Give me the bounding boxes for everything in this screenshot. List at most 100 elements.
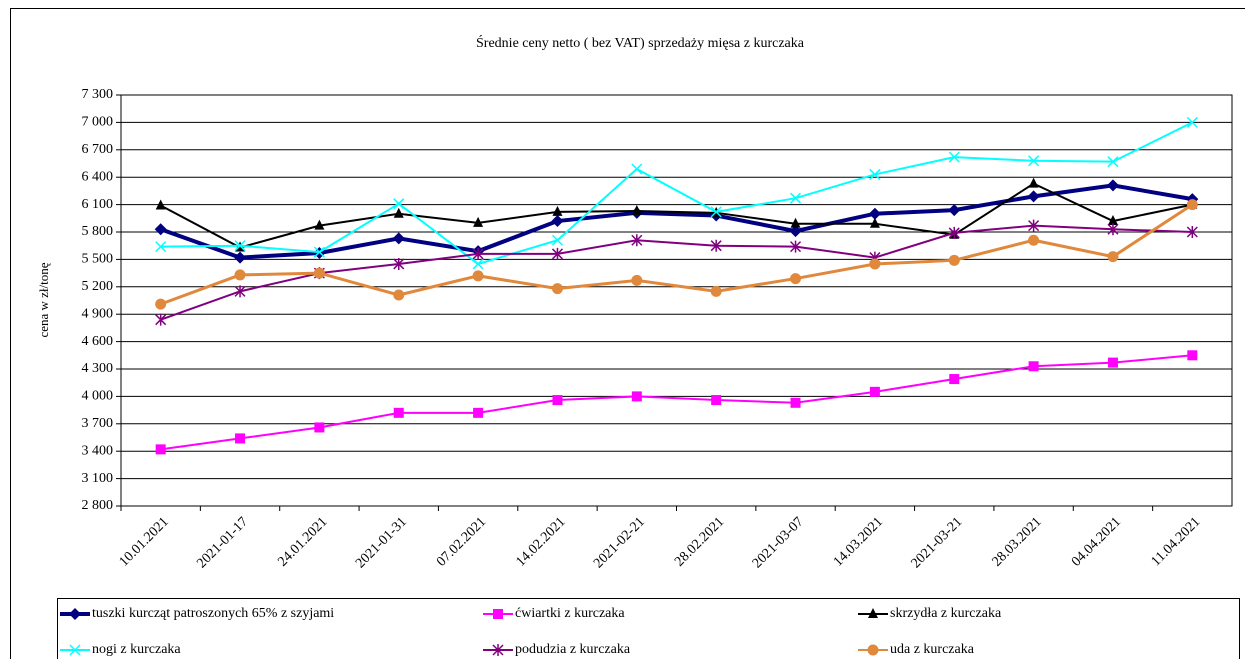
y-tick-label: 3 100 <box>82 471 114 486</box>
y-tick-label: 4 900 <box>82 306 114 321</box>
marker <box>869 386 880 397</box>
y-tick-label: 7 000 <box>82 115 114 130</box>
marker <box>867 644 879 656</box>
marker <box>234 240 246 252</box>
marker <box>1107 215 1118 226</box>
marker <box>154 223 167 236</box>
marker <box>313 267 325 279</box>
x-tick-label: 2021-03-07 <box>750 514 807 571</box>
marker <box>868 608 878 618</box>
marker <box>790 217 801 228</box>
marker <box>1107 223 1119 236</box>
legend-label: skrzydła z kurczaka <box>890 606 1002 621</box>
x-tick-label: 28.03.2021 <box>990 514 1045 569</box>
marker <box>155 298 167 310</box>
marker <box>1028 177 1039 188</box>
marker <box>492 644 504 656</box>
marker <box>711 395 722 406</box>
marker <box>949 374 960 385</box>
y-tick-label: 4 000 <box>82 389 114 404</box>
y-tick-label: 4 600 <box>82 334 114 349</box>
marker <box>710 285 722 297</box>
marker <box>1028 234 1040 246</box>
marker <box>869 168 881 180</box>
marker <box>393 257 405 270</box>
legend <box>57 598 1240 659</box>
marker <box>234 251 247 264</box>
x-tick-label: 2021-03-21 <box>909 514 966 571</box>
marker <box>235 433 246 444</box>
marker <box>631 204 642 215</box>
marker <box>631 274 643 286</box>
marker <box>314 422 325 433</box>
x-tick-label: 28.02.2021 <box>672 514 727 569</box>
marker <box>1107 357 1118 368</box>
marker <box>393 289 405 301</box>
legend-entry: skrzydła z kurczaka <box>858 606 1002 621</box>
series-line <box>160 121 1193 266</box>
legend-entry: ćwiartki z kurczaka <box>483 606 625 621</box>
y-tick-label: 6 700 <box>82 142 114 157</box>
marker <box>551 234 563 246</box>
marker <box>155 313 167 326</box>
marker <box>948 226 960 239</box>
marker <box>789 225 802 238</box>
legend-label: uda z kurczaka <box>890 642 975 657</box>
marker <box>1028 219 1040 232</box>
legend-entry: nogi z kurczaka <box>60 642 181 657</box>
x-tick-label: 2021-01-31 <box>353 514 410 571</box>
legend-entry: uda z kurczaka <box>858 642 975 657</box>
chart-title: Średnie ceny netto ( bez VAT) sprzedaży … <box>476 34 805 51</box>
marker <box>155 241 167 253</box>
marker <box>631 234 643 247</box>
y-tick-label: 2 800 <box>82 498 114 513</box>
marker <box>948 204 961 217</box>
marker <box>790 397 801 408</box>
legend-label: tuszki kurcząt patroszonych 65% z szyjam… <box>92 606 334 621</box>
marker <box>790 192 802 204</box>
legend-label: nogi z kurczaka <box>92 642 181 657</box>
marker <box>1106 179 1119 192</box>
y-tick-label: 7 300 <box>82 87 114 102</box>
marker <box>1107 251 1119 263</box>
marker <box>1027 190 1040 203</box>
marker <box>493 609 503 619</box>
x-tick-label: 14.02.2021 <box>513 514 568 569</box>
y-axis-label: cena w zł/tonę <box>36 262 51 337</box>
marker <box>393 207 404 218</box>
x-tick-label: 10.01.2021 <box>117 514 172 569</box>
plot-area <box>120 94 1233 507</box>
x-tick-label: 14.03.2021 <box>831 514 886 569</box>
marker <box>948 254 960 266</box>
marker <box>552 395 563 406</box>
marker <box>473 407 484 418</box>
marker <box>393 198 405 210</box>
x-tick-label: 07.02.2021 <box>434 514 489 569</box>
marker <box>392 232 405 245</box>
marker <box>314 219 325 230</box>
series-line <box>160 182 1193 249</box>
x-tick-label: 04.04.2021 <box>1069 514 1124 569</box>
marker <box>69 608 81 620</box>
marker <box>631 163 643 175</box>
legend-entry: podudzia z kurczaka <box>483 642 631 657</box>
marker <box>155 444 166 455</box>
x-tick-label: 11.04.2021 <box>1149 514 1204 569</box>
y-tick-label: 6 400 <box>82 169 114 184</box>
marker <box>948 151 960 163</box>
y-tick-label: 3 700 <box>82 416 114 431</box>
y-tick-label: 5 800 <box>82 224 114 239</box>
y-tick-label: 4 300 <box>82 361 114 376</box>
series-line <box>160 354 1193 451</box>
marker <box>472 258 484 270</box>
marker <box>313 246 325 258</box>
marker <box>1186 226 1198 238</box>
y-tick-label: 5 500 <box>82 252 114 267</box>
marker <box>551 247 563 260</box>
marker <box>472 270 484 282</box>
marker <box>1187 350 1198 361</box>
series-line <box>160 183 1193 260</box>
marker <box>1028 361 1039 372</box>
marker <box>631 391 642 402</box>
